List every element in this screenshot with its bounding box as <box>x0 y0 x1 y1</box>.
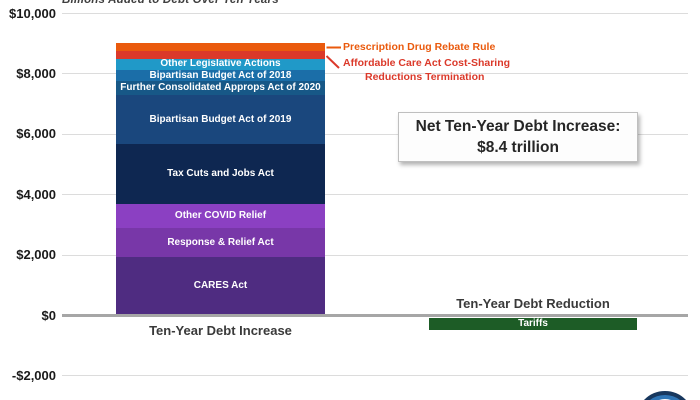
bar-segment: Tax Cuts and Jobs Act <box>116 144 325 204</box>
bar-segment: Other COVID Relief <box>116 203 325 229</box>
tariffs-label: Tariffs <box>518 318 548 330</box>
gridline <box>62 194 688 196</box>
net-debt-line2: $8.4 trillion <box>477 139 559 156</box>
y-tick-label: $2,000 <box>16 247 56 263</box>
gridline <box>62 375 688 377</box>
bar-segment-label: Tax Cuts and Jobs Act <box>167 167 274 179</box>
aca-annotation-label-line2: Reductions Termination <box>365 71 485 83</box>
net-debt-line1: Net Ten-Year Debt Increase: <box>415 117 621 135</box>
gridline <box>62 254 688 256</box>
bar-segment <box>116 43 325 52</box>
bar-segment: Further Consolidated Approps Act of 2020 <box>116 81 325 95</box>
bar-segment-label: Response & Relief Act <box>167 236 274 248</box>
y-tick-label: $8,000 <box>16 65 56 81</box>
net-debt-callout-box: Net Ten-Year Debt Increase: $8.4 trillio… <box>398 112 638 162</box>
y-tick-label: $6,000 <box>16 126 56 142</box>
bar-segment-label: Further Consolidated Approps Act of 2020 <box>120 81 321 93</box>
bar-segment-label: CARES Act <box>193 279 248 291</box>
bar-segment-label: Bipartisan Budget Act of 2018 <box>149 70 292 81</box>
debt-increase-stacked-bar: Other Legislative Actions Bipartisan Budg… <box>116 43 325 315</box>
y-tick-label: -$2,000 <box>11 367 56 383</box>
gridline <box>62 13 688 14</box>
bar-segment-label: Other COVID Relief <box>174 209 267 221</box>
y-tick-label: $0 <box>41 307 56 323</box>
bar-segment: Bipartisan Budget Act of 2018 <box>116 70 325 82</box>
bar-segment-label: Bipartisan Budget Act of 2019 <box>149 113 292 125</box>
y-tick-label: $4,000 <box>16 186 56 202</box>
bar-segment: Other Legislative Actions <box>116 58 325 71</box>
bar-segment <box>116 51 325 59</box>
bar-segment: CARES Act <box>116 257 325 315</box>
bar-segment: Response & Relief Act <box>116 228 325 258</box>
tariffs-bar: Tariffs <box>429 318 637 331</box>
y-tick-label: $10,000 <box>9 5 56 21</box>
bar-segment: Bipartisan Budget Act of 2019 <box>116 94 325 145</box>
gridline <box>62 133 688 135</box>
crfb-logo <box>636 391 694 400</box>
bar-segment: Tariffs <box>429 318 637 331</box>
bar-segment-label: Other Legislative Actions <box>160 58 281 70</box>
gridline <box>62 73 688 75</box>
category-label-reduction: Ten-Year Debt Reduction <box>456 296 610 311</box>
zero-axis-line <box>62 314 688 317</box>
aca-annotation-label-line1: Affordable Care Act Cost-Sharing <box>343 57 511 69</box>
category-label-increase: Ten-Year Debt Increase <box>149 323 292 338</box>
chart-title: Billions Added to Debt Over Ten Years <box>62 0 279 6</box>
aca-leader-line <box>325 55 340 69</box>
prescription-annotation-label: Prescription Drug Rebate Rule <box>343 41 496 53</box>
